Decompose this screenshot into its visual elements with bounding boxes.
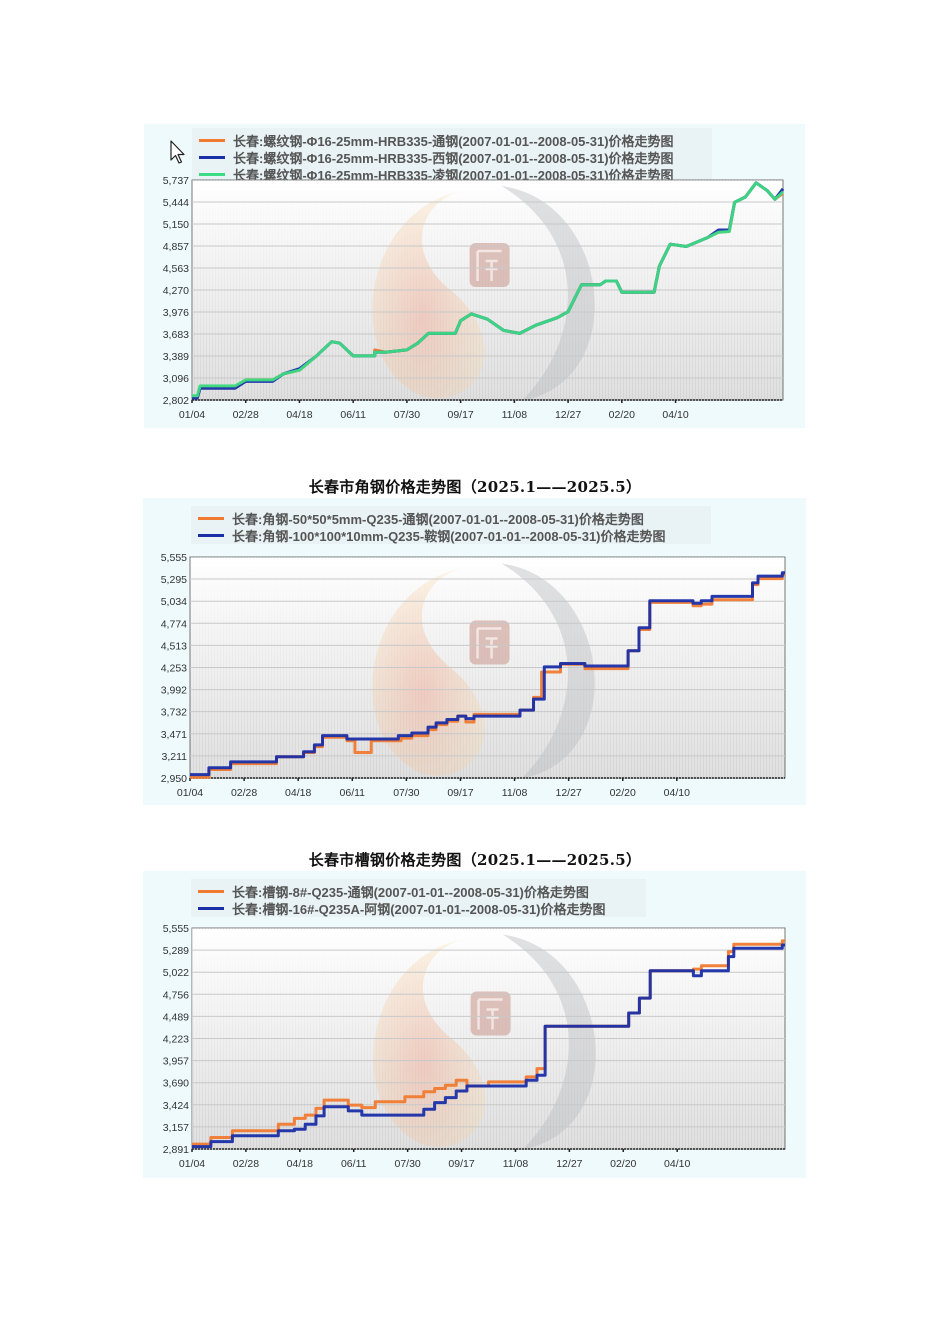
x-tick-label: 02/28 [233,409,259,421]
x-tick-label: 11/08 [502,787,528,799]
y-tick-label: 4,513 [161,640,187,652]
series-line [192,943,785,1149]
x-tick-label: 04/10 [664,1158,690,1170]
legend-swatch-blue [199,155,225,159]
y-tick-label: 5,555 [161,552,187,564]
x-tick-label: 12/27 [555,787,581,799]
y-tick-label: 4,253 [161,662,187,674]
x-tick-label: 01/04 [179,1158,205,1170]
watermark-logo-icon [372,186,595,401]
x-tick-label: 02/20 [610,787,636,799]
x-tick-label: 02/20 [610,1158,636,1170]
x-tick-label: 07/30 [393,787,419,799]
x-tick-label: 04/18 [285,787,311,799]
x-tick-label: 11/08 [502,409,528,421]
x-tick-label: 12/27 [555,409,581,421]
legend-swatch-blue [198,533,224,537]
y-tick-label: 4,857 [163,241,189,253]
x-tick-label: 04/10 [662,409,688,421]
legend-swatch-green [199,172,225,176]
y-tick-label: 3,957 [163,1056,189,1068]
legend-item: 长春:槽钢-8#-Q235-通钢(2007-01-01--2008-05-31)… [191,883,589,900]
legend-swatch-orange [198,889,224,893]
y-tick-label: 5,289 [163,945,189,957]
y-tick-label: 4,563 [163,263,189,275]
chart-title-angle: 长春市角钢价格走势图（2025.1——2025.5） [308,478,642,496]
legend-item: 长春:螺纹钢-Φ16-25mm-HRB335-凌钢(2007-01-01--20… [192,166,674,183]
y-tick-label: 5,034 [161,596,187,608]
legend: 长春:槽钢-8#-Q235-通钢(2007-01-01--2008-05-31)… [191,879,646,917]
legend: 长春:角钢-50*50*5mm-Q235-通钢(2007-01-01--2008… [191,506,711,544]
y-tick-label: 3,683 [163,329,189,341]
legend-item: 长春:角钢-50*50*5mm-Q235-通钢(2007-01-01--2008… [191,510,644,527]
x-tick-label: 02/28 [231,787,257,799]
chart-channel-plot: 2,891 3,157 3,424 3,690 3,957 4,223 4,489 4,756… [163,923,786,1170]
y-tick-label: 2,950 [161,773,187,785]
x-tick-label: 01/04 [179,409,205,421]
chart-title-channel: 长春市槽钢价格走势图（2025.1——2025.5） [308,851,642,869]
y-tick-label: 4,756 [163,989,189,1001]
y-tick-label: 3,690 [163,1078,189,1090]
legend-item: 长春:角钢-100*100*10mm-Q235-鞍钢(2007-01-01--2… [191,527,666,544]
legend-item: 长春:螺纹钢-Φ16-25mm-HRB335-西钢(2007-01-01--20… [192,149,674,166]
y-tick-label: 3,471 [161,729,187,741]
x-tick-label: 11/08 [503,1158,529,1170]
y-tick-label: 3,157 [163,1122,189,1134]
y-tick-label: 3,992 [161,685,187,697]
x-tick-label: 09/17 [447,409,473,421]
x-tick-label: 04/10 [664,787,690,799]
legend-swatch-orange [198,516,224,520]
y-tick-label: 3,424 [163,1100,189,1112]
x-tick-label: 04/18 [287,1158,313,1170]
arrow-pointer-icon [170,140,185,164]
y-tick-label: 3,732 [161,707,187,719]
legend: 长春:螺纹钢-Φ16-25mm-HRB335-通钢(2007-01-01--20… [192,128,712,183]
y-tick-label: 4,223 [163,1034,189,1046]
legend-swatch-blue [198,906,224,910]
legend-item: 长春:螺纹钢-Φ16-25mm-HRB335-通钢(2007-01-01--20… [192,132,674,149]
legend-item: 长春:槽钢-16#-Q235A-阿钢(2007-01-01--2008-05-3… [191,900,606,917]
y-tick-label: 5,022 [163,967,189,979]
y-tick-label: 5,295 [161,574,187,586]
y-tick-label: 3,976 [163,307,189,319]
x-tick-label: 02/28 [233,1158,259,1170]
x-tick-label: 06/11 [340,787,366,799]
x-tick-label: 09/17 [448,1158,474,1170]
x-tick-label: 06/11 [341,1158,367,1170]
series-line [192,181,785,398]
chart-angle-plot: 2,950 3,211 3,471 3,732 3,992 4,253 4,513 4,774… [161,552,786,799]
y-tick-label: 3,389 [163,351,189,363]
chart-rebar-plot: 2,802 3,096 3,389 3,683 3,976 4,270 4,563 4,857… [163,175,785,421]
y-tick-label: 2,802 [163,395,189,407]
y-tick-label: 5,444 [163,197,189,209]
x-tick-label: 07/30 [394,1158,420,1170]
x-tick-label: 01/04 [177,787,203,799]
y-tick-label: 2,891 [163,1144,189,1156]
x-tick-label: 04/18 [286,409,312,421]
y-tick-label: 4,489 [163,1011,189,1023]
x-tick-label: 12/27 [556,1158,582,1170]
y-tick-label: 4,774 [161,618,187,630]
y-tick-label: 5,737 [163,175,189,187]
series-line [190,571,785,777]
y-tick-label: 5,150 [163,219,189,231]
y-tick-label: 4,270 [163,285,189,297]
watermark-logo-icon [372,563,595,779]
y-tick-label: 5,555 [163,923,189,935]
x-tick-label: 06/11 [340,409,366,421]
x-tick-label: 07/30 [394,409,420,421]
y-tick-label: 3,096 [163,373,189,385]
x-tick-label: 09/17 [447,787,473,799]
x-tick-label: 02/20 [609,409,635,421]
legend-swatch-orange [199,138,225,142]
y-tick-label: 3,211 [162,751,188,763]
